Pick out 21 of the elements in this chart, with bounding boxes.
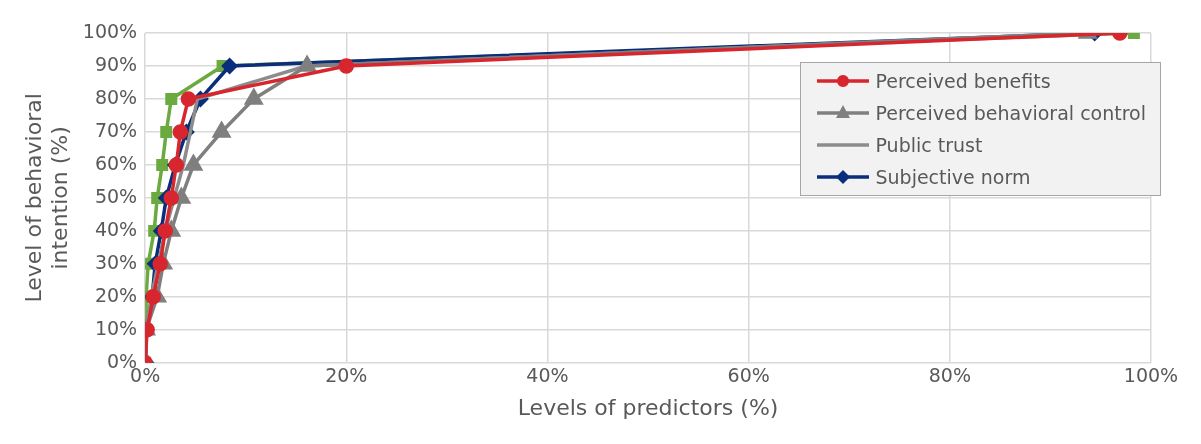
x-tick-label: 80% [928, 364, 971, 387]
y-tick-label: 60% [94, 151, 138, 174]
legend-label: Subjective norm [875, 166, 1031, 188]
y-tick-label: 20% [94, 283, 138, 306]
legend-label: Public trust [875, 134, 983, 156]
y-tick-label: 90% [94, 52, 138, 75]
x-tick-label: 60% [727, 364, 770, 387]
y-tick-label: 10% [94, 316, 138, 339]
y-tick-label: 100% [82, 19, 138, 42]
x-axis-title: Levels of predictors (%) [517, 394, 779, 420]
y-tick-label: 50% [94, 184, 138, 207]
y-tick-label: 30% [94, 250, 138, 273]
x-tick-label: 100% [1123, 364, 1179, 387]
x-tick-label: 40% [526, 364, 569, 387]
y-tick-label: 40% [94, 217, 138, 240]
y-tick-label: 80% [94, 85, 138, 108]
legend-label: Perceived behavioral control [875, 102, 1146, 124]
y-axis-title: Level of behavioral intention (%) [20, 93, 73, 303]
x-tick-label: 20% [325, 364, 368, 387]
y-tick-label: 70% [94, 118, 138, 141]
legend-label: Perceived benefits [875, 70, 1051, 92]
